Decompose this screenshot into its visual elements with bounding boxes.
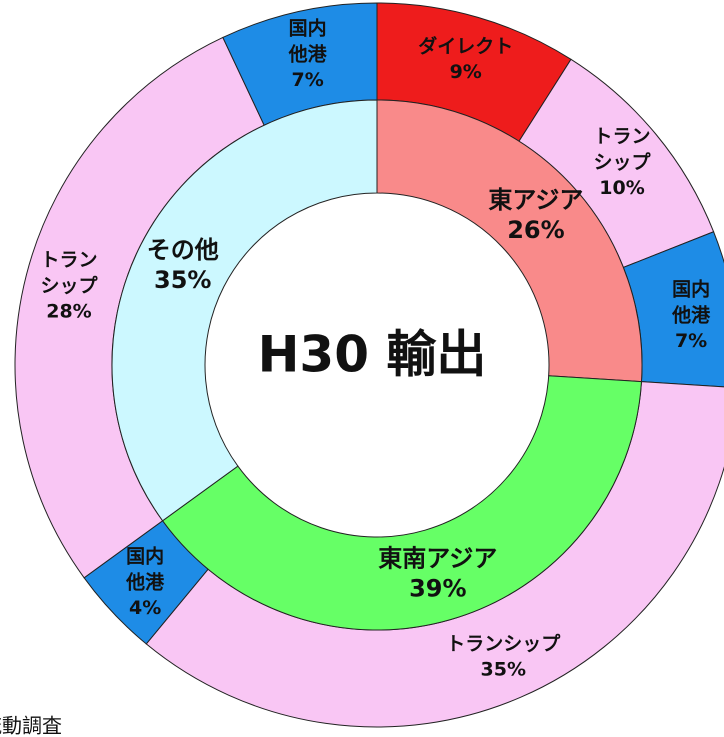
inner-slice [376,99,643,383]
outer-value-label: 9% [450,61,482,83]
label-line: シップ [40,273,98,296]
label-line: 国内 [289,16,327,39]
label-line: 他港 [288,42,328,65]
outer-value-label: 7% [291,69,323,91]
inner-slice [111,99,378,522]
outer-value-label: 28% [46,300,91,322]
label-line: ダイレクト [418,34,513,57]
outer-label: 国内他港 [125,544,165,593]
label-line: その他 [147,236,219,264]
outer-label: トランシップ [594,125,652,173]
inner-value-label: 35% [154,266,211,294]
label-line: トラン [594,125,651,147]
label-line: 東アジア [488,186,583,214]
note: 流動調査 [0,714,62,737]
inner-value-label: 26% [507,216,564,244]
outer-label: トランシップ [446,631,561,654]
label-line: シップ [594,150,652,173]
slices [14,2,724,728]
label-line: トラン [40,248,97,270]
outer-value-label: 10% [599,177,644,199]
outer-value-label: 7% [675,330,707,352]
label-line: 他港 [671,303,711,326]
label-line: 東南アジア [378,544,497,572]
outer-label: トランシップ [40,248,98,296]
label-line: トランシップ [446,631,561,654]
chart-title: H30 輸出 [258,326,487,384]
label-line: 国内 [126,544,164,567]
inner-label: その他 [147,236,219,264]
inner-label: 東南アジア [378,544,497,572]
label-line: 国内 [672,277,710,300]
label-line: 他港 [125,570,165,593]
outer-label: ダイレクト [418,34,513,57]
outer-label: 国内他港 [288,16,328,65]
inner-label: 東アジア [488,186,583,214]
outer-value-label: 4% [129,597,161,619]
outer-value-label: 35% [481,658,526,680]
inner-slice [161,375,643,631]
outer-label: 国内他港 [671,277,711,326]
inner-value-label: 39% [409,574,466,602]
